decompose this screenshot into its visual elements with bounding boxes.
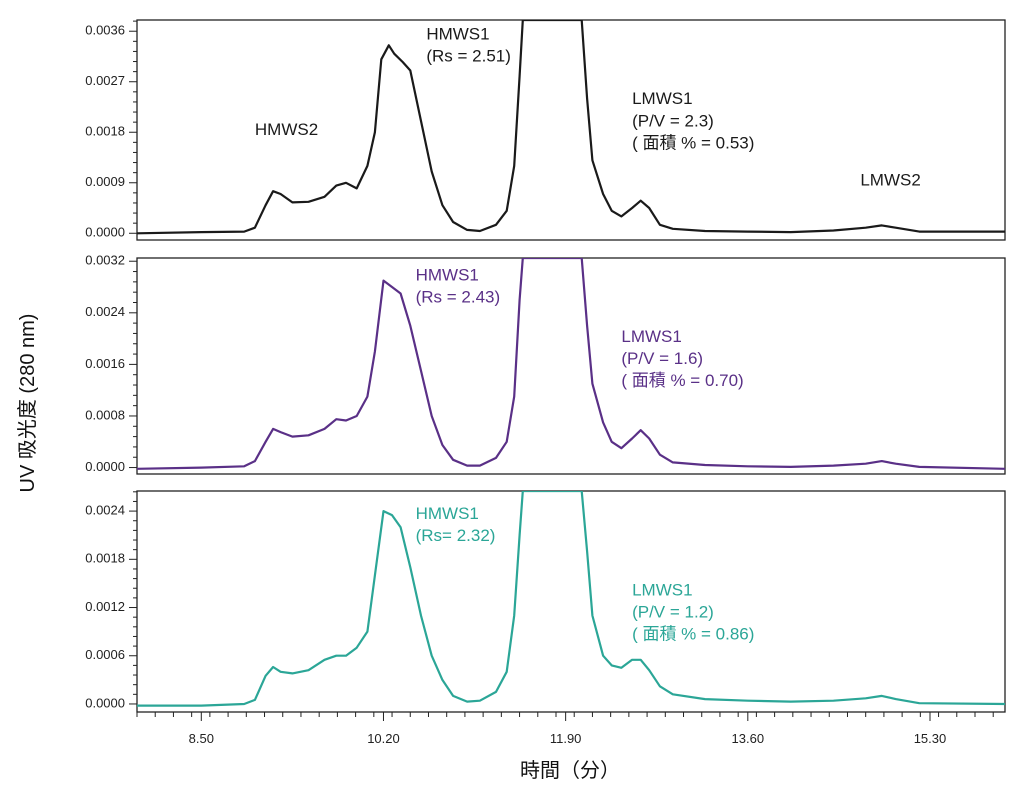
peak-annotation: LMWS1 (P/V = 1.6) ( 面積 % = 0.70) (621, 327, 743, 390)
y-tick-label: 0.0012 (85, 599, 125, 614)
annotation-line: LMWS2 (860, 171, 920, 190)
panel-3: 0.0000 0.0006 0.0012 0.0018 0.0024 HMWS1 (Rs= … (85, 490, 1006, 713)
annotation-line: HMWS2 (255, 120, 318, 139)
y-tick-label: 0.0032 (85, 253, 125, 268)
annotation-line: LMWS1 (632, 89, 692, 108)
y-tick-label: 0.0024 (85, 304, 125, 319)
y-tick-label: 0.0016 (85, 356, 125, 371)
annotation-line: (Rs = 2.43) (416, 288, 501, 307)
y-tick-label: 0.0000 (85, 459, 125, 474)
peak-annotation: LMWS1 (P/V = 2.3) ( 面積 % = 0.53) (632, 89, 754, 152)
annotation-line: ( 面積 % = 0.70) (621, 371, 743, 390)
y-tick-label: 0.0006 (85, 647, 125, 662)
y-tick-label: 0.0036 (85, 23, 125, 38)
annotation-line: HMWS1 (426, 25, 489, 44)
annotation-line: ( 面積 % = 0.53) (632, 133, 754, 152)
peak-annotation: HMWS2 (255, 120, 318, 139)
peak-annotation: LMWS2 (860, 171, 920, 190)
annotation-line: HMWS1 (416, 504, 479, 523)
y-tick-label: 0.0018 (85, 124, 125, 139)
peak-annotation: LMWS1 (P/V = 1.2) ( 面積 % = 0.86) (632, 580, 754, 643)
y-tick-label: 0.0000 (85, 695, 125, 710)
panel-1-trace (137, 20, 1005, 235)
y-tick-label: 0.0024 (85, 503, 125, 518)
peak-annotation: HMWS1 (Rs = 2.51) (426, 25, 511, 66)
annotation-line: ( 面積 % = 0.86) (632, 625, 754, 644)
y-tick-label: 0.0018 (85, 551, 125, 566)
annotation-line: (P/V = 1.6) (621, 349, 703, 368)
annotation-line: LMWS1 (621, 327, 681, 346)
panel-2: 0.0000 0.0008 0.0016 0.0024 0.0032 HMWS1 (Rs =… (85, 253, 1006, 475)
annotation-line: (P/V = 1.2) (632, 603, 714, 622)
y-tick-label: 0.0008 (85, 407, 125, 422)
x-tick-label: 8.50 (189, 731, 214, 746)
annotation-line: (Rs= 2.32) (416, 526, 496, 545)
panel-3-frame (136, 490, 1006, 713)
panel-1: 0.0000 0.0009 0.0018 0.0027 0.0036 HMWS2 HMWS1… (85, 19, 1006, 241)
peak-annotation: HMWS1 (Rs= 2.32) (416, 504, 496, 545)
annotation-line: (Rs = 2.51) (426, 47, 511, 66)
peak-annotation: HMWS1 (Rs = 2.43) (416, 266, 501, 307)
y-tick-label: 0.0027 (85, 73, 125, 88)
panel-3-trace (137, 491, 1005, 707)
x-tick-label: 15.30 (914, 731, 947, 746)
annotation-line: HMWS1 (416, 266, 479, 285)
panel-2-trace (137, 258, 1005, 470)
panel-2-frame (136, 257, 1006, 475)
y-tick-label: 0.0000 (85, 225, 125, 240)
x-axis-title: 時間（分） (520, 759, 620, 782)
y-tick-label: 0.0009 (85, 174, 125, 189)
annotation-line: (P/V = 2.3) (632, 111, 714, 130)
y-axis-title: UV 吸光度 (280 nm) (16, 314, 39, 493)
x-tick-label: 10.20 (367, 731, 400, 746)
annotation-line: LMWS1 (632, 580, 692, 599)
x-tick-label: 13.60 (732, 731, 765, 746)
x-tick-label: 11.90 (550, 731, 582, 746)
